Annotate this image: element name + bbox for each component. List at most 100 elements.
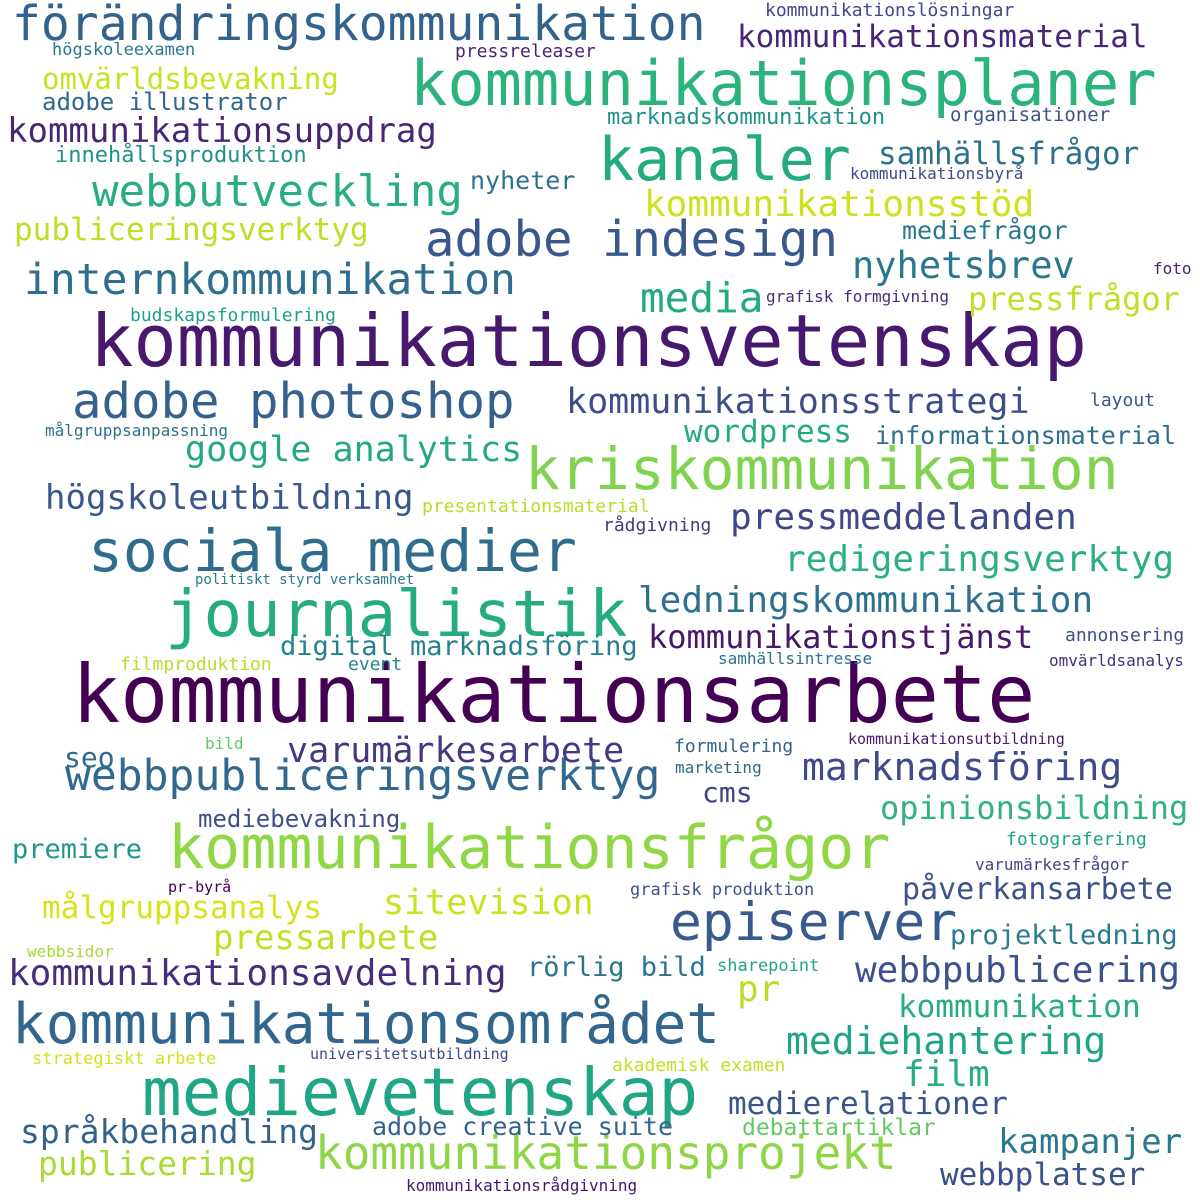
word-cloud-term: målgruppsanpassning xyxy=(45,421,229,440)
word-cloud-term: filmproduktion xyxy=(120,654,272,675)
word-cloud-term: kommunikationsbyrå xyxy=(850,164,1024,183)
word-cloud-term: redigeringsverktyg xyxy=(784,539,1175,580)
word-cloud-term: kommunikationsstöd xyxy=(644,184,1035,225)
word-cloud-term: högskoleutbildning xyxy=(45,478,414,518)
word-cloud-term: kommunikationsutbildning xyxy=(848,730,1065,748)
word-cloud-term: annonsering xyxy=(1065,625,1185,646)
word-cloud-term: kommunikationsarbete xyxy=(72,648,1036,741)
word-cloud-term: film xyxy=(903,1054,990,1095)
word-cloud-term: politiskt styrd verksamhet xyxy=(195,572,415,588)
word-cloud-term: marknadskommunikation xyxy=(607,105,886,130)
word-cloud-term: premiere xyxy=(12,834,143,865)
word-cloud-term: presentationsmaterial xyxy=(422,496,650,517)
word-cloud-term: samhällsfrågor xyxy=(878,136,1140,172)
word-cloud-term: kommunikationsstrategi xyxy=(566,382,1030,422)
word-cloud-term: budskapsformulering xyxy=(130,305,336,326)
word-cloud-term: kommunikationsprojekt xyxy=(315,1126,897,1180)
word-cloud-term: pressmeddelanden xyxy=(730,497,1077,538)
word-cloud-term: webbplatser xyxy=(940,1157,1146,1193)
word-cloud-term: cms xyxy=(702,776,753,809)
word-cloud-term: projektledning xyxy=(950,920,1178,951)
word-cloud-term: formulering xyxy=(674,736,794,757)
word-cloud-term: bild xyxy=(205,734,244,753)
word-cloud-term: nyheter xyxy=(470,166,576,195)
word-cloud-term: debattartiklar xyxy=(742,1115,936,1141)
word-cloud-term: mediefrågor xyxy=(902,216,1068,245)
word-cloud-term: google analytics xyxy=(185,430,523,470)
word-cloud-term: mediebevakning xyxy=(198,805,401,833)
word-cloud-term: kommunikationsfrågor xyxy=(168,813,891,883)
word-cloud-term: opinionsbildning xyxy=(880,789,1189,827)
word-cloud-term: pr xyxy=(737,969,781,1010)
word-cloud-term: kommunikationstjänst xyxy=(648,618,1034,656)
word-cloud-term: kanaler xyxy=(598,125,851,195)
word-cloud-term: högskoleexamen xyxy=(52,40,196,60)
word-cloud-term: medierelationer xyxy=(728,1086,1008,1122)
word-cloud-term: media xyxy=(640,274,764,322)
word-cloud-term: kommunikationsplaner xyxy=(410,47,1157,120)
word-cloud-term: wordpress xyxy=(684,414,852,450)
word-cloud-term: webbpubliceringsverktyg xyxy=(65,751,661,801)
word-cloud-term: marknadsföring xyxy=(802,745,1123,789)
word-cloud-term: kommunikationsområdet xyxy=(12,992,721,1057)
word-cloud-term: pr-byrå xyxy=(168,878,232,896)
word-cloud-term: layout xyxy=(1090,390,1156,411)
word-cloud-term: varumärkesfrågor xyxy=(975,855,1130,874)
word-cloud-term: pressreleaser xyxy=(455,41,596,62)
word-cloud-term: rådgivning xyxy=(603,515,712,536)
word-cloud-term: kommunikation xyxy=(898,989,1141,1025)
word-cloud-term: kommunikationsavdelning xyxy=(8,953,507,994)
word-cloud-term: organisationer xyxy=(950,104,1111,126)
word-cloud-term: sharepoint xyxy=(717,956,820,976)
word-cloud-term: universitetsutbildning xyxy=(310,1045,509,1063)
word-cloud-term: grafisk formgivning xyxy=(766,287,950,306)
word-cloud-term: påverkansarbete xyxy=(902,872,1173,907)
word-cloud-term: adobe illustrator xyxy=(42,88,288,116)
word-cloud-term: webbsidor xyxy=(27,942,114,961)
word-cloud-term: foto xyxy=(1153,259,1192,278)
word-cloud-term: webbpublicering xyxy=(855,950,1181,991)
word-cloud-term: akademisk examen xyxy=(612,1055,786,1076)
word-cloud-term: omvärldsbevakning xyxy=(42,62,339,96)
word-cloud-term: varumärkesarbete xyxy=(287,731,625,771)
word-cloud-term: målgruppsanalys xyxy=(42,890,322,926)
word-cloud-term: kommunikationsuppdrag xyxy=(7,111,437,151)
word-cloud-term: kommunikationslösningar xyxy=(765,0,1015,21)
word-cloud-term: nyhetsbrev xyxy=(852,244,1075,287)
word-cloud-term: rörlig bild xyxy=(527,952,706,983)
word-cloud-term: event xyxy=(348,654,403,675)
word-cloud-term: språkbehandling xyxy=(20,1112,319,1151)
word-cloud-term: informationsmaterial xyxy=(875,421,1177,450)
word-cloud-term: publiceringsverktyg xyxy=(14,212,369,248)
word-cloud-term: episerver xyxy=(670,892,958,953)
word-cloud-term: sociala medier xyxy=(88,517,577,585)
word-cloud-term: fotografering xyxy=(1006,829,1147,850)
word-cloud-term: pressarbete xyxy=(213,918,439,958)
word-cloud-term: kommunikationsvetenskap xyxy=(90,299,1087,383)
word-cloud-term: medievetenskap xyxy=(142,1054,699,1131)
word-cloud-term: omvärldsanalys xyxy=(1049,651,1184,670)
word-cloud-term: digital marknadsföring xyxy=(280,631,638,662)
word-cloud-term: journalistik xyxy=(165,578,628,652)
word-cloud-term: strategiskt arbete xyxy=(32,1049,217,1069)
word-cloud-term: förändringskommunikation xyxy=(12,0,706,52)
word-cloud-term: mediehantering xyxy=(786,1019,1107,1063)
word-cloud-term: kampanjer xyxy=(998,1122,1183,1162)
word-cloud-term: kommunikationsmaterial xyxy=(737,19,1148,55)
word-cloud-term: sitevision xyxy=(383,883,594,923)
word-cloud-term: internkommunikation xyxy=(24,255,516,305)
word-cloud-term: webbutveckling xyxy=(92,166,463,217)
word-cloud-term: marketing xyxy=(675,758,762,777)
word-cloud-term: kommunikationsrådgivning xyxy=(406,1176,638,1195)
word-cloud-term: publicering xyxy=(38,1144,257,1183)
word-cloud-term: kriskommunikation xyxy=(525,435,1119,503)
word-cloud-term: adobe photoshop xyxy=(72,373,515,430)
word-cloud-term: samhällsintresse xyxy=(718,649,873,668)
word-cloud-term: seo xyxy=(64,741,115,774)
word-cloud-term: ledningskommunikation xyxy=(638,580,1094,621)
word-cloud-term: adobe creative suite xyxy=(372,1112,674,1141)
word-cloud-term: pressfrågor xyxy=(968,280,1180,318)
word-cloud-term: adobe indesign xyxy=(425,211,839,268)
word-cloud-term: grafisk produktion xyxy=(630,880,815,900)
